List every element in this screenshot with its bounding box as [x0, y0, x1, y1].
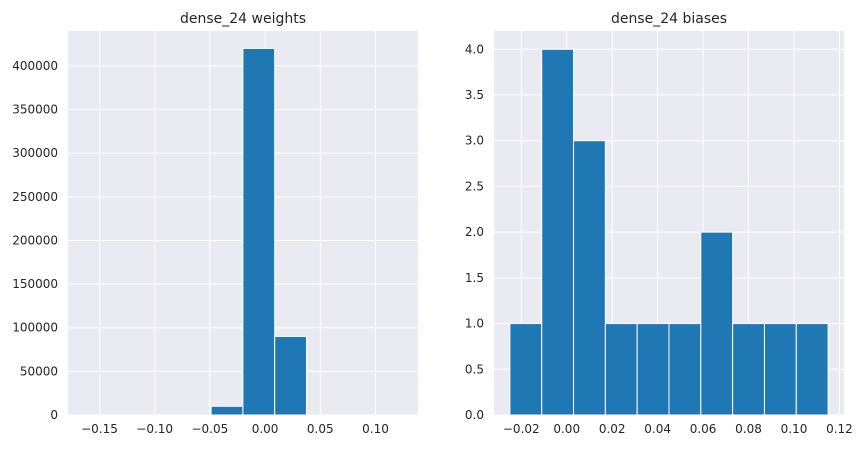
y-tick-label: 1.0	[465, 317, 484, 331]
y-tick-label: 1.5	[465, 271, 484, 285]
histogram-bar	[763, 323, 797, 416]
y-tick-label: 0.0	[465, 408, 484, 422]
x-tick-label: −0.05	[191, 422, 228, 436]
y-tick-label: 0	[50, 408, 58, 422]
x-tick-label: 0.02	[599, 422, 626, 436]
histogram-bar	[242, 47, 276, 416]
histogram-bar	[795, 323, 829, 416]
chart-title: dense_24 biases	[611, 11, 727, 27]
biases-histogram: −0.02 0.00 0.02 0.04 0.06 0.08 0.10 0.12 0.0 0.5 1…	[465, 11, 853, 436]
y-tick-label: 200000	[12, 233, 58, 247]
y-tick-label: 350000	[12, 103, 58, 117]
histogram-bar	[668, 323, 702, 416]
x-tick-label: −0.02	[503, 422, 540, 436]
histogram-bar	[604, 323, 638, 416]
y-tick-label: 150000	[12, 277, 58, 291]
x-tick-label: 0.12	[826, 422, 853, 436]
histogram-bar	[732, 323, 765, 416]
y-tick-label: 0.5	[465, 362, 484, 376]
histogram-bar	[274, 335, 307, 416]
y-tick-label: 3.5	[465, 88, 484, 102]
histogram-bar	[700, 231, 734, 416]
y-tick-label: 50000	[20, 364, 58, 378]
x-tick-label: −0.15	[81, 422, 118, 436]
x-tick-label: 0.00	[553, 422, 580, 436]
y-tick-label: 300000	[12, 146, 58, 160]
x-tick-label: 0.05	[307, 422, 334, 436]
x-tick-label: 0.04	[644, 422, 671, 436]
chart-title: dense_24 weights	[180, 11, 306, 27]
histogram-bar	[210, 405, 244, 416]
y-tick-label: 2.5	[465, 179, 484, 193]
x-tick-label: −0.10	[136, 422, 173, 436]
histogram-bar	[573, 140, 606, 416]
x-tick-label: 0.00	[252, 422, 279, 436]
histogram-bar	[636, 323, 670, 416]
histogram-bar	[541, 48, 575, 416]
y-tick-label: 2.0	[465, 225, 484, 239]
weights-histogram: −0.15 −0.10 −0.05 0.00 0.05 0.10 0 50000 100000 1…	[12, 11, 418, 436]
y-tick-label: 100000	[12, 321, 58, 335]
y-tick-label: 3.0	[465, 134, 484, 148]
y-tick-label: 4.0	[465, 42, 484, 56]
x-tick-label: 0.10	[781, 422, 808, 436]
y-tick-label: 250000	[12, 190, 58, 204]
x-tick-label: 0.06	[690, 422, 717, 436]
histogram-bar	[509, 323, 543, 416]
y-tick-label: 400000	[12, 59, 58, 73]
x-tick-label: 0.08	[735, 422, 762, 436]
x-tick-label: 0.10	[362, 422, 389, 436]
